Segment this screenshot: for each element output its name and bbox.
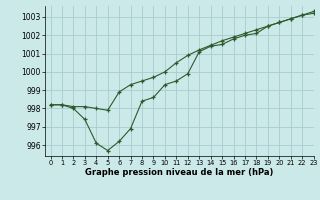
X-axis label: Graphe pression niveau de la mer (hPa): Graphe pression niveau de la mer (hPa): [85, 168, 273, 177]
